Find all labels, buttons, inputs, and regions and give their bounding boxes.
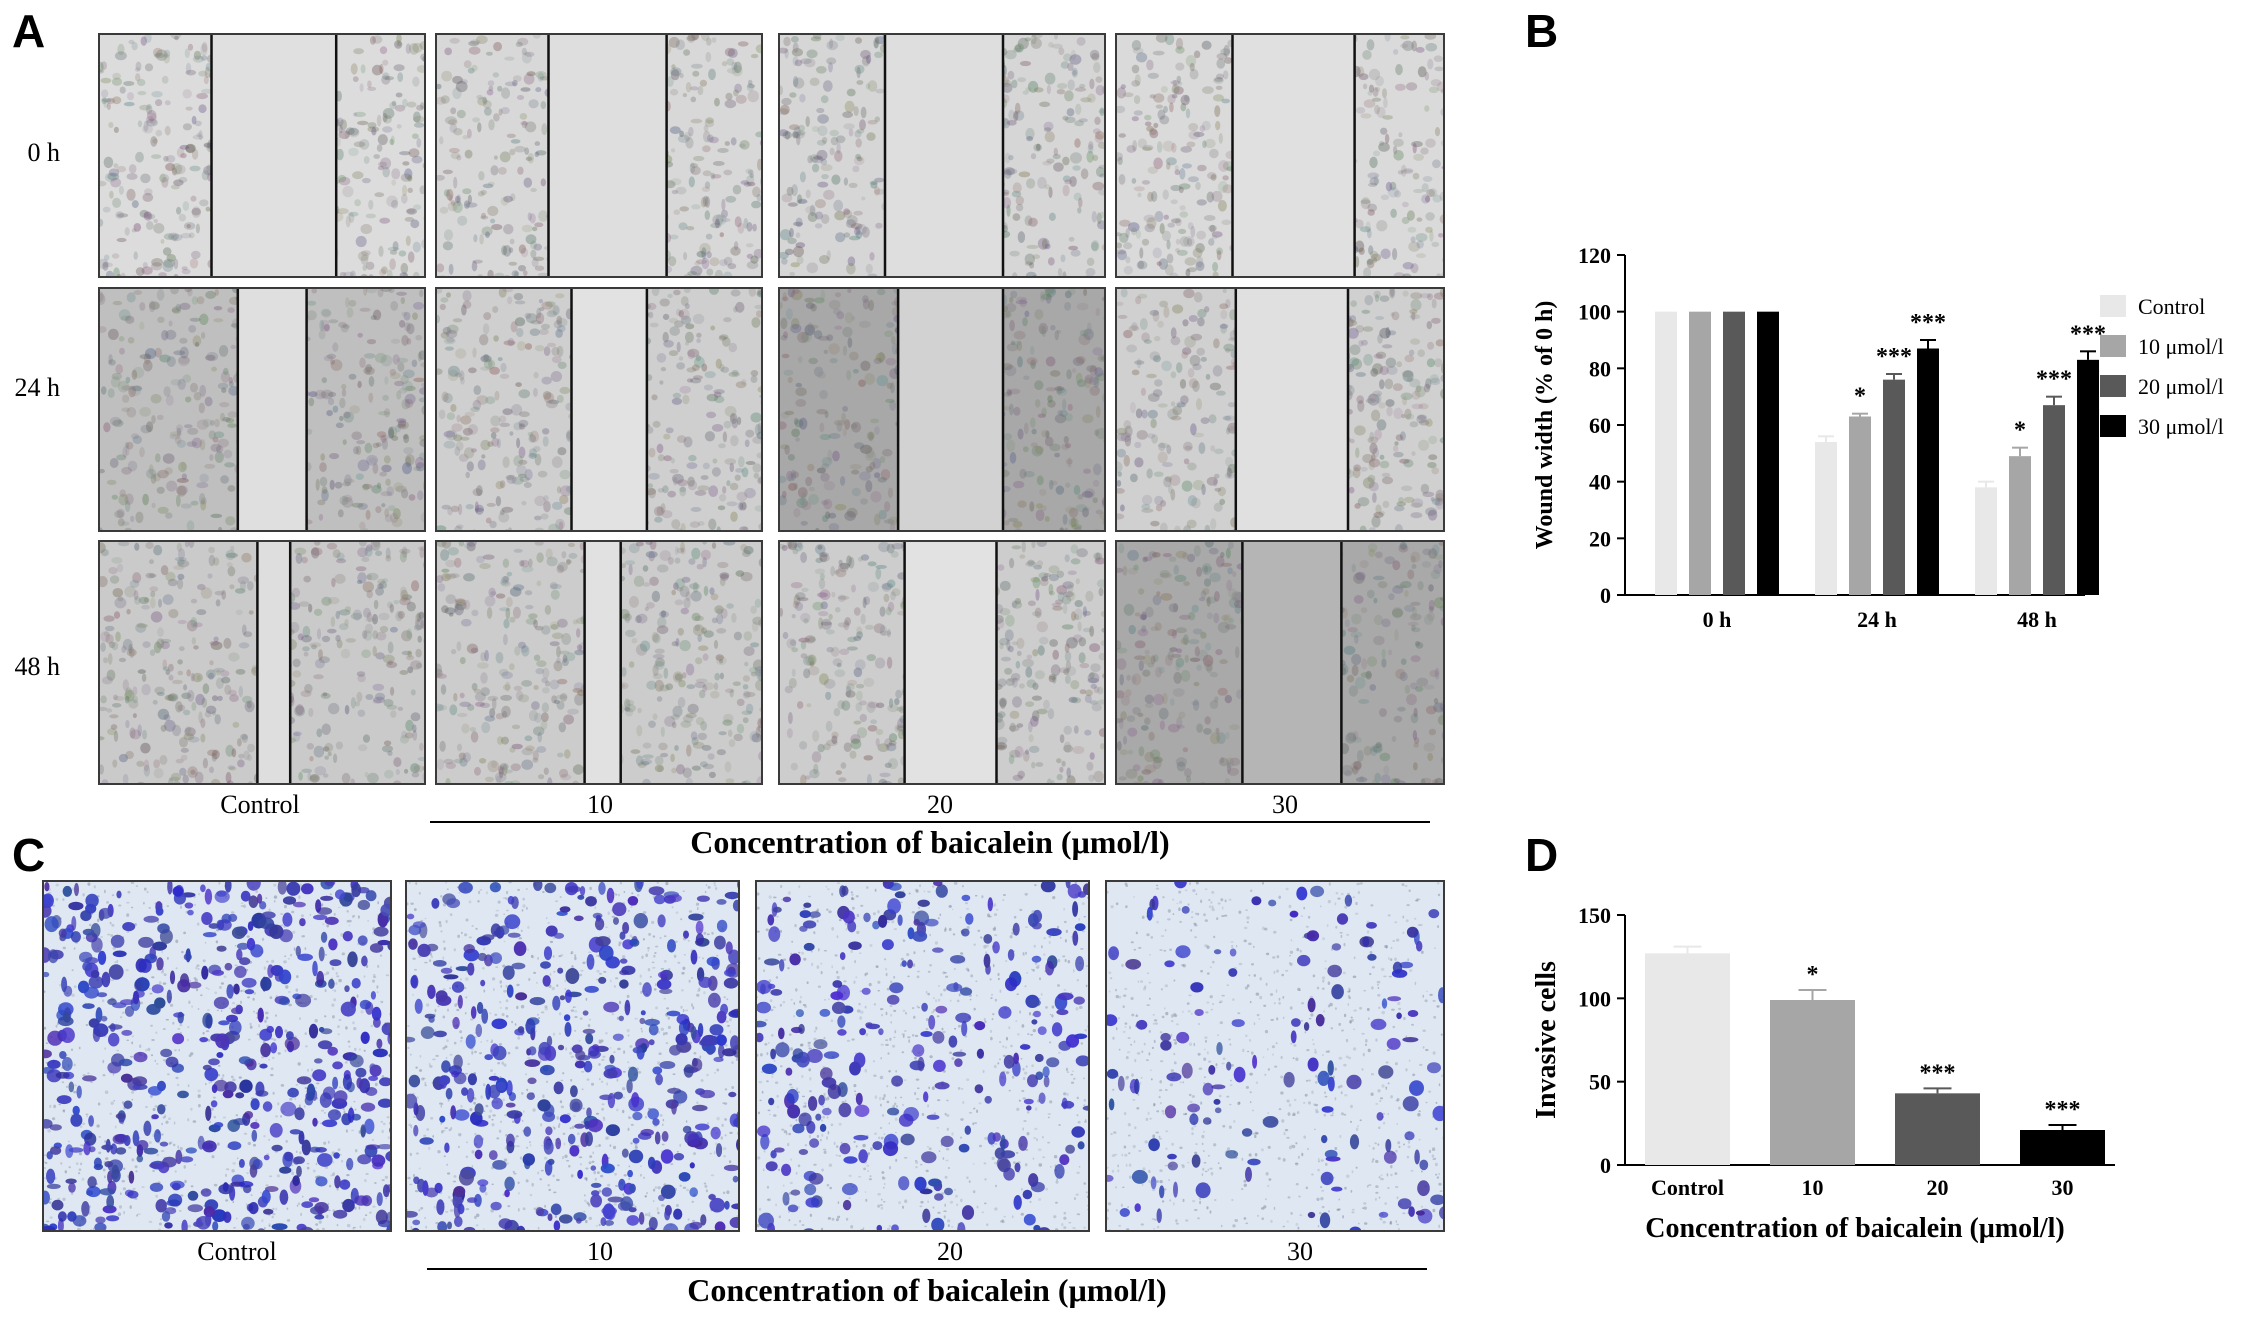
c-col-label-20: 20 (937, 1237, 963, 1266)
wound-image-24h-30 (1115, 287, 1445, 532)
chart-b-bar-30-mol-l-48h (2077, 359, 2099, 595)
chart-b-bar-control-0h (1655, 311, 1677, 595)
chart-b-y-tick-label: 120 (1578, 243, 1611, 268)
invasion-image-10 (405, 880, 740, 1232)
a-col-label-30: 30 (1272, 790, 1298, 819)
chart-d-x-tick-label: 10 (1802, 1175, 1824, 1200)
chart-b-bar-20-mol-l-24h (1883, 379, 1905, 595)
panel-letter-a: A (12, 5, 46, 57)
chart-d-y-tick-label: 50 (1589, 1070, 1611, 1095)
chart-b-bar-control-48h (1975, 487, 1997, 595)
chart-b-bar-30-mol-l-24h (1917, 348, 1939, 595)
invasion-image-20 (755, 880, 1090, 1232)
wound-image-0h-20 (778, 33, 1106, 278)
wound-width-chart: 0 20 40 60 80 100 120 Wound width (% of 0 h) 0 h… (1532, 243, 2224, 632)
invasive-cells-chart: 0 50 100 150 Invasive cells Control * 10 *** 20 **… (1531, 903, 2115, 1244)
chart-b-bar-10-mol-l-0h (1689, 311, 1711, 595)
invasion-image-30 (1105, 880, 1445, 1232)
chart-b-x-tick-label: 48 h (2017, 607, 2057, 632)
chart-b-significance: * (2014, 418, 2026, 444)
wound-image-0h-10 (435, 33, 763, 278)
chart-d-x-tick-label: Control (1651, 1175, 1724, 1200)
chart-b-legend-label: 20 μmol/l (2138, 374, 2224, 399)
wound-image-48h-control (98, 540, 426, 785)
chart-d-bar-control (1645, 953, 1730, 1165)
row-label-24h: 24 h (14, 373, 61, 402)
chart-b-y-axis-title: Wound width (% of 0 h) (1532, 301, 1558, 550)
chart-b-bar-30-mol-l-0h (1757, 311, 1779, 595)
panel-letter-b: B (1525, 5, 1559, 57)
wound-image-0h-control (98, 33, 426, 278)
chart-d-x-tick-label: 20 (1927, 1175, 1949, 1200)
chart-b-significance: *** (1876, 344, 1912, 370)
wound-image-24h-10 (435, 287, 763, 532)
chart-b-significance: *** (2036, 367, 2072, 393)
chart-d-y-tick-label: 150 (1578, 903, 1611, 928)
chart-b-legend-swatch (2100, 375, 2126, 397)
chart-b-y-tick-label: 80 (1589, 356, 1611, 381)
chart-d-significance: *** (2045, 1097, 2081, 1123)
a-concentration-bracket (430, 821, 1430, 823)
a-col-label-10: 10 (587, 790, 613, 819)
c-concentration-bracket (427, 1268, 1427, 1270)
chart-b-bar-10-mol-l-48h (2009, 456, 2031, 595)
chart-b-x-tick-label: 0 h (1703, 607, 1732, 632)
a-col-label-control: Control (220, 790, 300, 819)
panel-letter-c: C (12, 829, 46, 881)
panel-letter-d: D (1525, 829, 1559, 881)
chart-b-x-tick-label: 24 h (1857, 607, 1897, 632)
wound-image-24h-20 (778, 287, 1106, 532)
chart-d-x-axis-title: Concentration of baicalein (μmol/l) (1645, 1213, 2065, 1244)
chart-b-y-tick-label: 20 (1589, 526, 1611, 551)
wound-image-48h-10 (435, 540, 763, 785)
chart-b-legend-swatch (2100, 415, 2126, 437)
chart-d-y-tick-label: 100 (1578, 986, 1611, 1011)
chart-b-y-tick-label: 60 (1589, 413, 1611, 438)
c-x-axis-title: Concentration of baicalein (μmol/l) (687, 1272, 1167, 1308)
chart-b-y-tick-label: 0 (1600, 583, 1611, 608)
chart-b-significance: *** (1910, 310, 1946, 336)
chart-b-bar-10-mol-l-24h (1849, 416, 1871, 595)
chart-b-y-tick-label: 100 (1578, 300, 1611, 325)
chart-b-legend-swatch (2100, 335, 2126, 357)
chart-b-bar-20-mol-l-0h (1723, 311, 1745, 595)
row-label-0h: 0 h (27, 138, 61, 167)
row-label-48h: 48 h (14, 652, 61, 681)
chart-b-legend-label: Control (2138, 294, 2205, 319)
chart-d-x-tick-label: 30 (2052, 1175, 2074, 1200)
chart-b-bar-control-24h (1815, 442, 1837, 595)
chart-b-bar-20-mol-l-48h (2043, 405, 2065, 595)
invasion-image-control (42, 880, 392, 1232)
wound-image-24h-control (98, 287, 426, 532)
chart-d-significance: * (1807, 962, 1819, 988)
chart-d-bar-30 (2020, 1130, 2105, 1165)
chart-b-significance: * (1854, 384, 1866, 410)
c-col-label-30: 30 (1287, 1237, 1313, 1266)
chart-b-legend-label: 10 μmol/l (2138, 334, 2224, 359)
c-col-label-10: 10 (587, 1237, 613, 1266)
chart-d-bar-20 (1895, 1093, 1980, 1165)
wound-image-48h-20 (778, 540, 1106, 785)
c-col-label-control: Control (197, 1237, 277, 1266)
wound-image-48h-30 (1115, 540, 1445, 785)
a-col-label-20: 20 (927, 790, 953, 819)
chart-d-bar-10 (1770, 1000, 1855, 1165)
a-x-axis-title: Concentration of baicalein (μmol/l) (690, 824, 1170, 860)
chart-d-significance: *** (1920, 1060, 1956, 1086)
chart-d-y-axis-title: Invasive cells (1531, 961, 1562, 1119)
chart-b-legend-swatch (2100, 295, 2126, 317)
chart-b-y-tick-label: 40 (1589, 470, 1611, 495)
chart-b-legend-label: 30 μmol/l (2138, 414, 2224, 439)
wound-image-0h-30 (1115, 33, 1445, 278)
chart-d-y-tick-label: 0 (1600, 1153, 1611, 1178)
